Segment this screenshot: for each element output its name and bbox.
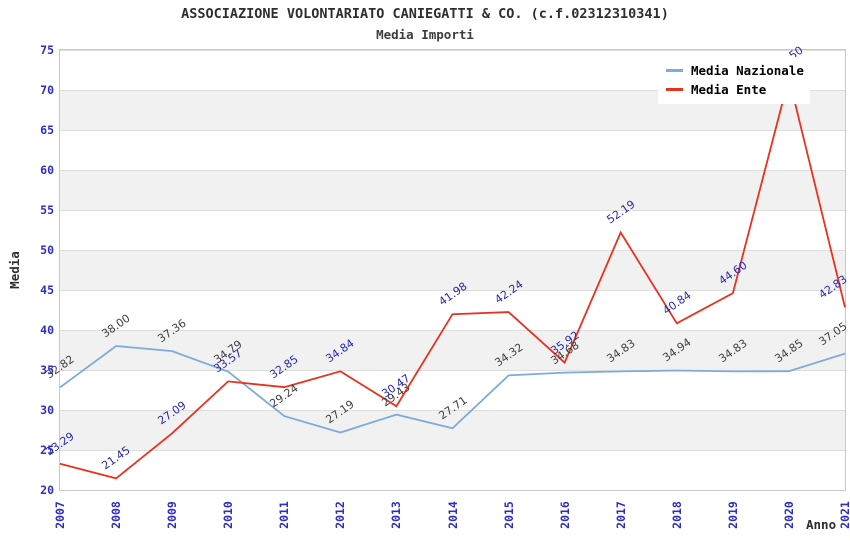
x-tick-label: 2021 [838, 501, 850, 529]
y-tick-label: 70 [40, 83, 54, 97]
x-axis-title: Anno [806, 517, 837, 532]
y-tick-label: 75 [40, 43, 54, 57]
x-tick-label: 2016 [557, 501, 572, 529]
legend-label: Media Nazionale [691, 63, 804, 78]
y-tick-label: 60 [40, 163, 54, 177]
y-tick-label: 45 [40, 283, 54, 297]
x-tick-label: 2019 [725, 501, 740, 529]
x-tick-label: 2007 [53, 501, 67, 529]
x-tick-label: 2009 [165, 501, 180, 529]
y-tick-label: 55 [40, 203, 54, 217]
y-tick-label: 35 [40, 363, 54, 377]
x-tick-label: 2020 [781, 501, 796, 529]
x-tick-label: 2015 [501, 501, 516, 529]
legend-item: Media Nazionale [666, 61, 804, 80]
x-tick-label: 2017 [613, 501, 628, 529]
legend-item: Media Ente [666, 80, 802, 99]
y-tick-label: 25 [40, 443, 54, 457]
plot-lines-svg [59, 77, 846, 480]
y-tick-label: 20 [40, 483, 54, 497]
x-tick-label: 2012 [333, 501, 348, 529]
y-tick-label: 50 [40, 243, 54, 257]
y-tick-label: 65 [40, 123, 54, 137]
x-tick-label: 2014 [445, 501, 460, 529]
legend-marker-icon [666, 69, 683, 72]
series-line-media-ente [59, 77, 846, 480]
legend-label: Media Ente [691, 82, 767, 97]
chart-title: ASSOCIAZIONE VOLONTARIATO CANIEGATTI & C… [181, 6, 669, 22]
x-tick-label: 2008 [109, 501, 124, 529]
chart-subtitle: Media Importi [376, 27, 474, 42]
x-tick-label: 2010 [221, 501, 236, 529]
legend: Media Nazionale Media Ente [658, 57, 810, 104]
y-tick-label: 30 [40, 403, 54, 417]
legend-marker-icon [666, 88, 683, 91]
y-axis-title: Media [7, 251, 22, 289]
series-line-media-nazionale [59, 345, 846, 434]
x-tick-label: 2018 [669, 501, 684, 529]
x-tick-label: 2011 [277, 501, 292, 529]
x-tick-label: 2013 [389, 501, 404, 529]
y-tick-label: 40 [40, 323, 54, 337]
